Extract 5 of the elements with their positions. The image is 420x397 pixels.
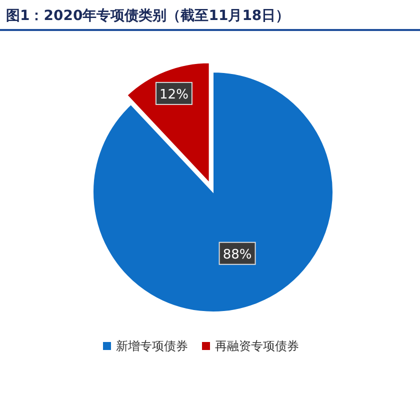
data-label: 88% — [222, 247, 252, 262]
data-label: 12% — [160, 87, 188, 102]
legend-label: 新增专项债券 — [116, 339, 188, 353]
legend-label: 再融资专项债券 — [215, 339, 299, 353]
chart-title: 图1：2020年专项债类别（截至11月18日） — [6, 7, 290, 24]
